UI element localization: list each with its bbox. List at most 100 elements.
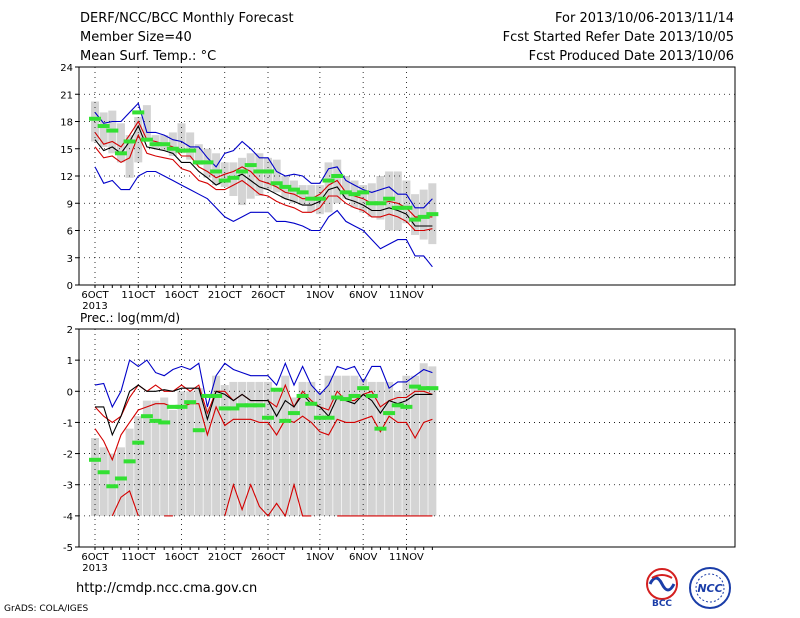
- p1-mean-marker: [339, 190, 352, 195]
- produced-date: Fcst Produced Date 2013/10/06: [528, 49, 734, 64]
- p1-mean-marker: [166, 146, 179, 151]
- p1-mean-marker: [89, 116, 101, 121]
- p1-mean-marker: [357, 190, 370, 195]
- p2-spread-bar: [160, 397, 169, 516]
- p1-spread-bar: [298, 185, 307, 206]
- p2-mean-marker: [140, 414, 153, 419]
- p2-spread-bar: [350, 375, 359, 516]
- p1-mean-marker: [417, 214, 430, 219]
- p1-spread-bar: [402, 180, 411, 224]
- p1-spread-bar: [333, 159, 342, 204]
- p1-spread-bar: [393, 171, 402, 231]
- p2-x-tick-label: 21OCT: [208, 552, 243, 563]
- p1-spread-bar: [264, 157, 272, 190]
- p2-mean-marker: [426, 386, 439, 391]
- p1-mean-marker: [287, 187, 300, 192]
- p2-mean-marker: [400, 404, 413, 409]
- ncc-logo-text: NCC: [697, 582, 722, 595]
- p1-mean-marker: [97, 124, 110, 129]
- grads-credit: GrADS: COLA/IGES: [4, 604, 89, 614]
- p2-year-label: 2013: [82, 563, 107, 574]
- p2-spread-bar: [203, 406, 212, 516]
- p2-spread-bar: [194, 388, 203, 516]
- p2-mean-marker: [331, 395, 344, 400]
- p2-y-tick-label: 2: [67, 325, 73, 336]
- p1-spread-bar: [246, 153, 255, 199]
- p1-x-tick-label: 6OCT: [81, 290, 109, 301]
- p1-mean-marker: [348, 192, 361, 197]
- p1-mean-marker: [106, 128, 119, 133]
- p2-mean-marker: [227, 406, 240, 411]
- p1-mean-marker: [313, 196, 326, 201]
- p2-y-tick-label: 0: [67, 387, 73, 398]
- p1-line-max: [94, 102, 433, 209]
- p2-mean-marker: [374, 426, 387, 431]
- p1-line-median: [94, 124, 433, 227]
- p2-spread-bar: [264, 381, 272, 516]
- p2-line-median: [95, 384, 433, 437]
- p2-spread-bar: [238, 381, 247, 516]
- p2-spread-bar: [220, 385, 229, 516]
- p2-spread-bar: [151, 400, 160, 516]
- p2-spread-bar: [428, 366, 437, 516]
- chart-title: DERF/NCC/BCC Monthly Forecast: [80, 11, 294, 26]
- p2-spread-bar: [359, 378, 368, 516]
- p2-spread-bar: [212, 375, 221, 516]
- p1-mean-marker: [201, 160, 214, 165]
- forecast-period: For 2013/10/06-2013/11/14: [555, 11, 734, 26]
- p2-y-tick-label: -2: [63, 450, 73, 461]
- p1-x-tick-label: 6NOV: [349, 290, 378, 301]
- p1-spread-bar: [238, 157, 247, 206]
- p1-mean-marker: [383, 196, 396, 201]
- p1-mean-marker: [400, 205, 413, 210]
- ncc-logo: NCC: [689, 567, 731, 609]
- p2-spread-bar: [411, 375, 420, 516]
- p2-mean-marker: [192, 428, 205, 433]
- p2-mean-marker: [184, 400, 197, 405]
- precip-title: Prec.: log(mm/d): [80, 311, 180, 325]
- p2-spread-bar: [125, 428, 134, 516]
- p1-spread-bar: [419, 189, 428, 240]
- p1-line-min: [94, 166, 433, 268]
- p2-mean-marker: [348, 393, 361, 398]
- p2-spread-bar: [307, 381, 316, 516]
- p1-spread-bar: [194, 144, 203, 166]
- source-url[interactable]: http://cmdp.ncc.cma.gov.cn: [76, 581, 258, 596]
- p1-spread-bar: [411, 194, 420, 236]
- p2-spread-bar: [419, 363, 428, 516]
- p1-mean-marker: [331, 174, 344, 178]
- p1-mean-marker: [426, 212, 439, 217]
- bcc-logo: BCC: [646, 568, 678, 609]
- p2-spread-bar: [229, 381, 238, 516]
- p1-frame: [78, 66, 736, 286]
- p2-spread-bar: [246, 381, 255, 516]
- p1-mean-marker: [322, 178, 335, 183]
- p1-y-tick-label: 12: [60, 172, 73, 183]
- p1-mean-marker: [227, 175, 240, 180]
- p2-mean-marker: [391, 403, 404, 408]
- p1-spread-bar: [168, 132, 177, 157]
- p2-mean-marker: [166, 404, 179, 409]
- p1-y-tick-label: 6: [67, 227, 73, 238]
- p2-mean-marker: [357, 386, 370, 391]
- p2-mean-marker: [210, 393, 223, 398]
- p2-x-tick-label: 1NOV: [306, 552, 335, 563]
- p2-mean-marker: [339, 397, 352, 402]
- p2-spread-bar: [289, 397, 298, 516]
- p1-y-tick-label: 0: [67, 281, 73, 292]
- p2-x-tick-label: 16OCT: [165, 552, 200, 563]
- p2-spread-bar: [177, 391, 186, 516]
- p2-mean-marker: [253, 403, 266, 408]
- p1-mean-marker: [296, 190, 309, 195]
- p1-mean-marker: [270, 181, 283, 186]
- p2-line-lower-tail: [111, 490, 139, 517]
- p2-mean-marker: [305, 401, 318, 406]
- p2-mean-marker: [201, 393, 214, 398]
- p1-mean-marker: [244, 163, 257, 168]
- p2-spread-bar: [142, 400, 151, 516]
- p2-mean-marker: [279, 418, 292, 423]
- p2-spread-bar: [333, 375, 342, 516]
- p1-spread-bar: [99, 112, 108, 147]
- p2-mean-marker: [409, 384, 422, 389]
